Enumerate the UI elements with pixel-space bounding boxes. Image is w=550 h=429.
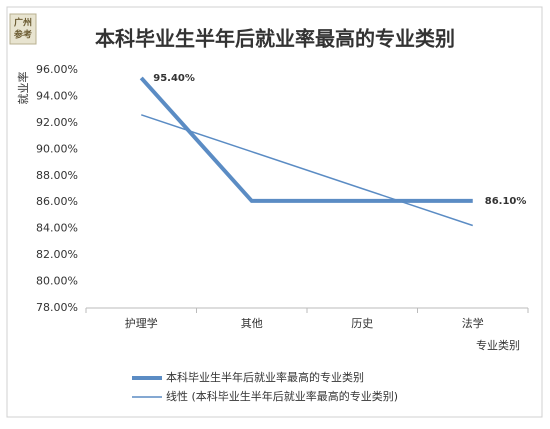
y-tick-label: 86.00% — [36, 195, 78, 208]
y-tick-label: 84.00% — [36, 222, 78, 235]
logo-text: 广州 — [14, 17, 32, 29]
logo-text: 参考 — [14, 29, 32, 41]
chart-border — [6, 6, 543, 418]
x-tick-label: 护理学 — [125, 316, 158, 330]
series-line — [141, 114, 473, 227]
y-tick-label: 96.00% — [36, 63, 78, 76]
y-tick-label: 88.00% — [36, 169, 78, 182]
x-tick-label: 其他 — [241, 317, 263, 330]
y-tick-label: 94.00% — [36, 89, 78, 102]
y-tick-label: 80.00% — [36, 275, 78, 288]
logo-box — [9, 13, 37, 45]
x-axis-label: 专业类别 — [476, 338, 520, 352]
y-tick-label: 92.00% — [36, 116, 78, 129]
series-line — [139, 76, 473, 203]
x-tick-label: 法学 — [462, 316, 484, 330]
y-tick-label: 90.00% — [36, 142, 78, 155]
y-axis-label: 就业率 — [16, 72, 30, 105]
chart-title: 本科毕业生半年后就业率最高的专业类别 — [95, 27, 455, 51]
y-tick-label: 78.00% — [36, 301, 78, 314]
data-label: 95.40% — [153, 73, 195, 84]
legend-label: 本科毕业生半年后就业率最高的专业类别 — [166, 370, 364, 384]
data-label: 86.10% — [485, 196, 527, 207]
legend-label: 线性 (本科毕业生半年后就业率最高的专业类别) — [166, 389, 398, 403]
x-tick-label: 历史 — [351, 317, 373, 330]
y-tick-label: 82.00% — [36, 248, 78, 261]
